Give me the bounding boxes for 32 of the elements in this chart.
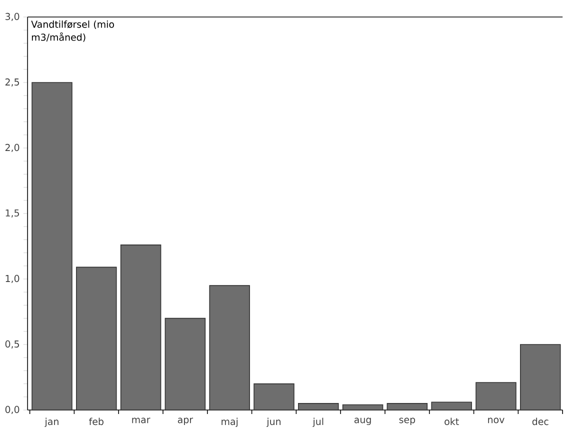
bar	[254, 383, 294, 410]
x-tick-label: maj	[222, 418, 238, 427]
bar	[298, 403, 339, 410]
bar	[476, 382, 516, 410]
y-tick-label: 1,0	[6, 274, 20, 284]
bar	[209, 285, 250, 410]
bar	[120, 244, 162, 410]
bar	[164, 318, 206, 410]
y-tick-label: 2,0	[5, 144, 20, 152]
x-tick-label: jan	[44, 418, 58, 427]
x-tick-label: okt	[444, 418, 459, 426]
x-tick-label: dec	[532, 418, 548, 426]
bar	[520, 344, 561, 410]
x-tick-label: nov	[488, 418, 504, 424]
bar	[386, 403, 428, 410]
y-tick-label: 2,5	[5, 78, 19, 87]
x-tick-label: sep	[399, 418, 416, 426]
x-tick-label: apr	[178, 418, 194, 426]
y-tick-label: 0,5	[5, 340, 19, 349]
x-tick-label: aug	[354, 418, 371, 426]
bar	[32, 82, 72, 410]
x-tick-label: mar	[132, 418, 150, 424]
x-tick-label: jun	[266, 418, 281, 427]
bar	[342, 404, 384, 410]
y-tick-label: 0,0	[5, 406, 20, 414]
y-tick-label: 1,5	[6, 209, 19, 218]
bar	[431, 402, 472, 410]
x-tick-label: jul	[312, 418, 324, 427]
y-axis-title: Vandtilførsel (mio m3/måned)	[31, 20, 114, 42]
x-tick-label: feb	[89, 418, 104, 426]
bar	[76, 266, 117, 410]
y-tick-label: 3,0	[5, 12, 20, 22]
